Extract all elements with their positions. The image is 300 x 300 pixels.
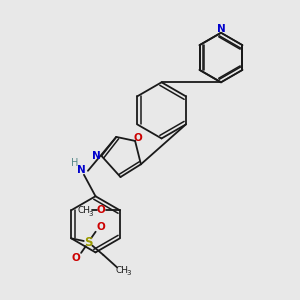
Text: N: N — [77, 165, 86, 175]
Text: O: O — [97, 205, 105, 214]
Text: O: O — [96, 222, 105, 232]
Text: N: N — [217, 24, 225, 34]
Text: S: S — [84, 236, 93, 249]
Text: 3: 3 — [126, 270, 130, 276]
Text: O: O — [72, 253, 80, 263]
Text: CH: CH — [115, 266, 128, 274]
Text: O: O — [134, 133, 142, 142]
Text: CH: CH — [77, 206, 90, 215]
Text: 3: 3 — [88, 211, 93, 217]
Text: H: H — [71, 158, 78, 168]
Text: N: N — [92, 151, 101, 161]
